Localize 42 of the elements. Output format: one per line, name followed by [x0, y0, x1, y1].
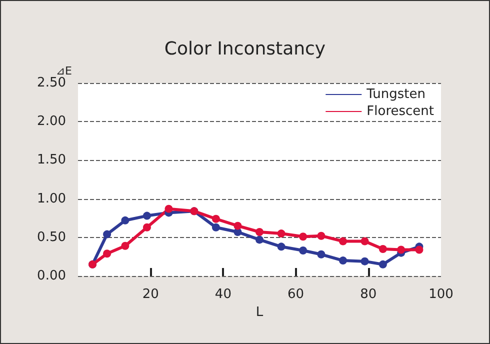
- point: [317, 232, 326, 240]
- point: [142, 212, 151, 220]
- y-tick-label: 1.00: [37, 191, 66, 206]
- point: [212, 214, 220, 223]
- x-tick-label: 100: [428, 287, 454, 302]
- point: [121, 216, 130, 224]
- point: [103, 250, 112, 258]
- legend-label: Florescent: [366, 104, 434, 119]
- point: [317, 250, 326, 258]
- point: [277, 230, 286, 238]
- point: [277, 242, 286, 251]
- y-tick-label: 1.50: [37, 152, 66, 168]
- point: [212, 223, 220, 232]
- point: [103, 230, 112, 238]
- point: [339, 237, 347, 246]
- point: [121, 242, 130, 250]
- point: [360, 237, 369, 246]
- x-tick-label: 40: [214, 287, 232, 302]
- point: [256, 236, 264, 244]
- legend-label: Tungsten: [366, 87, 426, 102]
- y-axis-title: ⊿E: [56, 64, 72, 78]
- point: [360, 257, 369, 266]
- x-axis-title: L: [256, 305, 264, 320]
- point: [378, 244, 387, 253]
- point: [299, 232, 308, 241]
- point: [299, 246, 308, 255]
- point: [378, 260, 387, 268]
- y-tick-label: 0.50: [37, 230, 66, 245]
- y-tick-label: 2.00: [37, 114, 66, 130]
- x-tick-label: 80: [360, 287, 377, 302]
- point: [415, 246, 424, 254]
- y-tick-label: 0.00: [37, 268, 66, 284]
- chart-title: Color Inconstancy: [164, 38, 326, 60]
- x-tick-label: 60: [288, 287, 304, 302]
- point: [142, 223, 151, 232]
- point: [234, 222, 242, 230]
- point: [164, 204, 173, 213]
- x-tick-label: 20: [142, 287, 159, 302]
- point: [256, 228, 264, 236]
- y-tick-label: 2.50: [37, 76, 66, 90]
- point: [397, 246, 406, 254]
- point: [339, 256, 347, 265]
